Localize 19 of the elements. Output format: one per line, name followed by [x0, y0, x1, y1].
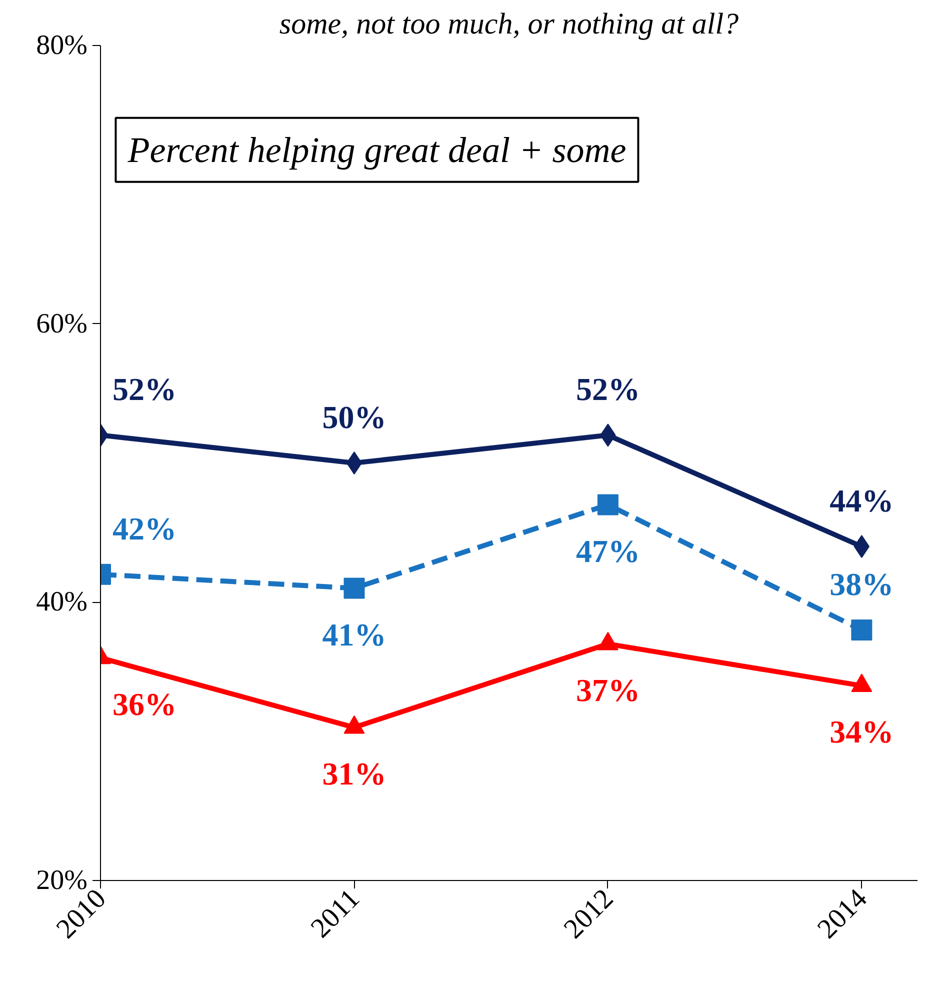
annotation: Percent helping great deal + some	[126, 130, 626, 170]
data-label: 52%	[112, 371, 176, 408]
data-label: 31%	[322, 755, 386, 792]
data-label: 37%	[576, 672, 640, 708]
y-tick-label: 20%	[36, 865, 88, 896]
data-label: 38%	[830, 566, 894, 602]
y-tick-label: 80%	[36, 30, 88, 61]
x-tick-label: 2011	[305, 883, 366, 944]
chart-title: some, not too much, or nothing at all?	[279, 8, 739, 40]
y-tick-label: 60%	[36, 308, 88, 340]
data-label: 50%	[322, 399, 386, 435]
data-label: 52%	[576, 371, 640, 408]
data-label: 41%	[322, 616, 386, 652]
data-label: 47%	[576, 532, 640, 569]
y-tick-label: 40%	[36, 586, 88, 618]
data-label: 42%	[112, 510, 176, 546]
data-label: 44%	[830, 482, 894, 518]
data-label: 34%	[830, 714, 894, 750]
data-label: 36%	[112, 686, 176, 722]
